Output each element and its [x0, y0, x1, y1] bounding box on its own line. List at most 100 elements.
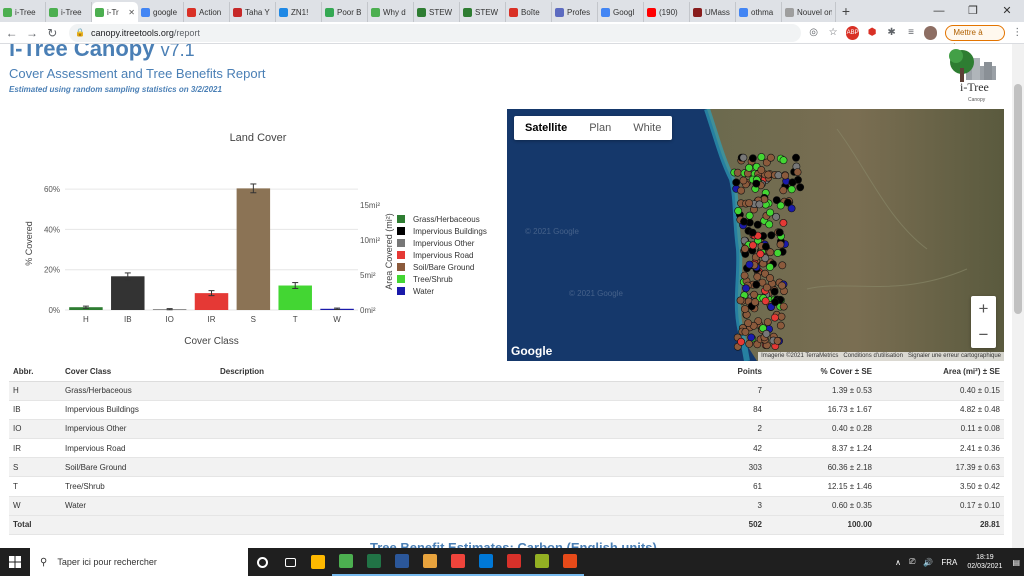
- sample-point[interactable]: [744, 319, 752, 327]
- sample-point[interactable]: [776, 321, 785, 330]
- browser-tab[interactable]: Googl: [598, 2, 644, 22]
- page-scrollbar[interactable]: [1012, 44, 1024, 548]
- sample-point[interactable]: [766, 274, 774, 282]
- sample-point[interactable]: [770, 313, 779, 322]
- excel-taskbar-icon[interactable]: [360, 548, 388, 576]
- update-chrome-button[interactable]: Mettre à jour: [945, 24, 1005, 51]
- sample-point[interactable]: [761, 254, 770, 263]
- sample-point[interactable]: [745, 260, 754, 269]
- sample-point[interactable]: [734, 207, 743, 215]
- browser-tab[interactable]: Why d: [368, 2, 414, 22]
- browser-tab[interactable]: Boîte: [506, 2, 552, 22]
- sample-point[interactable]: [762, 329, 771, 338]
- sample-point[interactable]: [779, 186, 788, 195]
- browser-tab[interactable]: (190): [644, 2, 690, 22]
- sample-point[interactable]: [757, 153, 766, 161]
- sample-point[interactable]: [763, 318, 772, 326]
- forward-icon[interactable]: →: [25, 25, 38, 40]
- sample-point[interactable]: [748, 228, 757, 237]
- sample-point[interactable]: [745, 211, 754, 220]
- sample-point[interactable]: [753, 220, 762, 229]
- restore-button[interactable]: ❐: [968, 5, 978, 17]
- sample-point[interactable]: [766, 153, 775, 162]
- sample-point[interactable]: [736, 296, 745, 305]
- browser-tab[interactable]: STEW: [414, 2, 460, 22]
- back-icon[interactable]: ←: [5, 25, 18, 40]
- clock[interactable]: 18:19 02/03/2021: [967, 553, 1002, 571]
- new-tab-button[interactable]: +: [841, 3, 851, 19]
- sample-point[interactable]: [739, 176, 748, 185]
- map-tab-white[interactable]: White: [633, 122, 662, 134]
- store-taskbar-icon[interactable]: [304, 548, 332, 576]
- taskbar-search-input[interactable]: ⚲ Taper ici pour rechercher: [30, 548, 248, 576]
- word-taskbar-icon[interactable]: [388, 548, 416, 576]
- sample-point[interactable]: [772, 212, 780, 221]
- browser-tab[interactable]: Poor B: [322, 2, 368, 22]
- adblock-icon[interactable]: ABP: [845, 25, 860, 40]
- sample-point[interactable]: [788, 178, 797, 187]
- chrome-taskbar-icon[interactable]: [332, 548, 360, 576]
- sample-point[interactable]: [779, 156, 788, 165]
- sample-point[interactable]: [742, 284, 750, 293]
- chevron-up-icon[interactable]: ∧: [895, 557, 902, 567]
- sample-point[interactable]: [796, 183, 805, 192]
- scrollbar-thumb[interactable]: [1014, 84, 1022, 314]
- sample-point[interactable]: [759, 324, 767, 333]
- browser-tab[interactable]: UMass: [690, 2, 736, 22]
- sample-point[interactable]: [778, 261, 787, 270]
- sample-point[interactable]: [748, 154, 757, 163]
- windows-start-icon[interactable]: [0, 548, 30, 576]
- browser-tab[interactable]: google: [138, 2, 184, 22]
- cortana-taskbar-icon[interactable]: [248, 548, 276, 576]
- zoom-in-button[interactable]: +: [978, 299, 989, 318]
- browser-tab[interactable]: Taha Y: [230, 2, 276, 22]
- bookmark-star-icon[interactable]: ☆: [828, 26, 838, 38]
- sample-point[interactable]: [783, 198, 792, 207]
- sample-point[interactable]: [733, 168, 742, 177]
- sample-point[interactable]: [748, 241, 757, 250]
- sample-point[interactable]: [751, 298, 759, 306]
- notification-icon[interactable]: ▤: [1012, 557, 1020, 567]
- sample-point[interactable]: [740, 271, 749, 280]
- browser-tab[interactable]: Action: [184, 2, 230, 22]
- sample-point[interactable]: [776, 240, 785, 249]
- sample-point[interactable]: [771, 298, 780, 306]
- sample-point[interactable]: [750, 290, 758, 299]
- sample-point[interactable]: [740, 217, 748, 226]
- browser-tab[interactable]: ZN1!: [276, 2, 322, 22]
- language-indicator[interactable]: FRA: [941, 557, 958, 567]
- satellite-map[interactable]: © 2021 Google © 2021 Google Satellite Pl…: [507, 109, 1004, 361]
- sample-point[interactable]: [772, 196, 781, 204]
- sample-point[interactable]: [777, 312, 786, 321]
- extensions-puzzle-icon[interactable]: ✱: [887, 26, 896, 38]
- sample-point[interactable]: [737, 337, 745, 346]
- sample-point[interactable]: [792, 153, 800, 162]
- sample-point[interactable]: [745, 199, 753, 207]
- minimize-button[interactable]: —: [933, 5, 945, 17]
- sample-point[interactable]: [745, 163, 753, 172]
- browser-tab[interactable]: Nouvel ong: [782, 2, 836, 22]
- tracking-icon[interactable]: ◎: [809, 26, 819, 38]
- zoom-out-button[interactable]: −: [978, 325, 989, 344]
- sample-point[interactable]: [754, 317, 763, 325]
- sample-point[interactable]: [779, 302, 788, 311]
- sample-point[interactable]: [741, 305, 749, 313]
- sample-point[interactable]: [737, 186, 745, 195]
- sample-point[interactable]: [739, 153, 748, 162]
- sample-point[interactable]: [747, 333, 756, 342]
- sample-point[interactable]: [787, 204, 796, 213]
- sample-point[interactable]: [787, 185, 796, 194]
- files-taskbar-icon[interactable]: [416, 548, 444, 576]
- sample-point[interactable]: [793, 168, 802, 176]
- browser-tab[interactable]: i-Tr ✕: [92, 2, 138, 22]
- sample-point[interactable]: [755, 200, 764, 209]
- menu-kebab-icon[interactable]: ⋮: [1012, 26, 1023, 38]
- network-icon[interactable]: ⎚: [909, 557, 916, 566]
- sample-point[interactable]: [773, 336, 782, 345]
- sample-point[interactable]: [766, 208, 774, 217]
- browser-tab[interactable]: STEW: [460, 2, 506, 22]
- sample-point[interactable]: [761, 242, 770, 251]
- sample-point[interactable]: [761, 297, 770, 305]
- browser-tab[interactable]: othma: [736, 2, 782, 22]
- sample-point[interactable]: [779, 219, 788, 227]
